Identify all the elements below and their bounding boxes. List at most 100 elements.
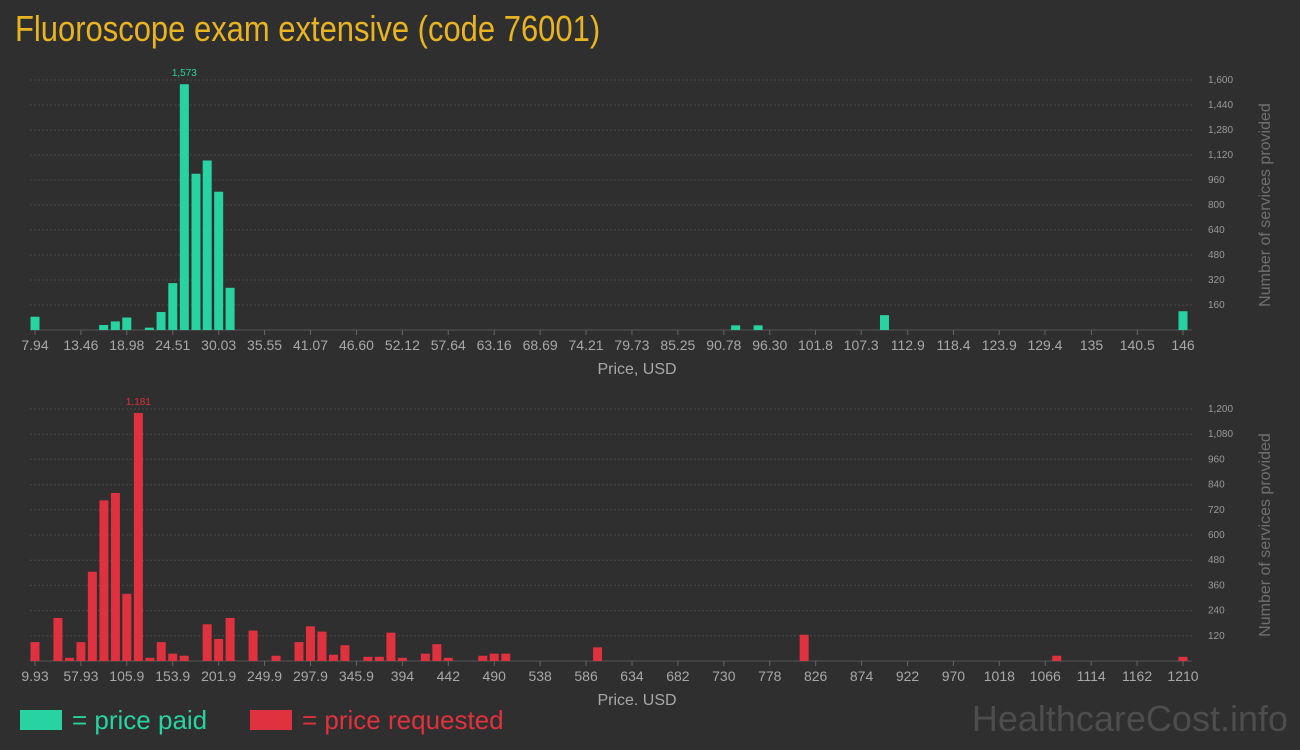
chart1-bar bbox=[1178, 311, 1188, 330]
chart2-xtick-label: 249.9 bbox=[247, 668, 282, 684]
chart2-bar bbox=[340, 645, 350, 661]
chart2-bar bbox=[432, 644, 442, 661]
chart2-bar bbox=[305, 626, 315, 661]
chart1-xtick-label: 18.98 bbox=[109, 337, 144, 353]
chart2-bar bbox=[145, 657, 155, 661]
chart2-peak-label: 1,181 bbox=[126, 397, 151, 408]
chart1-bar bbox=[879, 315, 889, 330]
chart2-ytick-label: 240 bbox=[1208, 606, 1225, 617]
chart2-bar bbox=[202, 624, 212, 661]
chart2-bar bbox=[593, 647, 603, 661]
chart2-bar bbox=[87, 571, 97, 661]
chart1-xtick-label: 57.64 bbox=[431, 337, 466, 353]
chart1-bar bbox=[225, 287, 235, 330]
chart1-xtick-label: 90.78 bbox=[706, 337, 741, 353]
chart2-xtick-label: 538 bbox=[528, 668, 552, 684]
chart2-bar bbox=[122, 593, 132, 661]
chart1-ytick-label: 1,440 bbox=[1208, 100, 1233, 111]
chart2-xtick-label: 1162 bbox=[1122, 668, 1152, 684]
chart1-xtick-label: 52.12 bbox=[385, 337, 420, 353]
chart2-xtick-label: 1114 bbox=[1077, 668, 1106, 684]
chart2-ytick-label: 120 bbox=[1208, 631, 1225, 642]
chart2-bar bbox=[76, 642, 86, 661]
chart2-bar bbox=[248, 630, 258, 661]
chart1-bar bbox=[731, 325, 741, 330]
chart2-xtick-label: 874 bbox=[850, 668, 874, 684]
legend-price-requested: = price requested bbox=[250, 702, 504, 738]
chart1-xtick-label: 107.3 bbox=[844, 337, 879, 353]
chart2-bar bbox=[478, 655, 488, 661]
chart2-xtick-label: 922 bbox=[896, 668, 920, 684]
chart1-xtick-label: 118.4 bbox=[936, 337, 970, 353]
chart1-ytick-label: 800 bbox=[1208, 200, 1225, 211]
chart2-bar bbox=[271, 655, 281, 661]
chart2-bar bbox=[397, 657, 407, 661]
chart2-ytick-label: 1,080 bbox=[1208, 429, 1233, 440]
chart1-bar bbox=[110, 321, 120, 330]
chart1-xtick-label: 79.73 bbox=[614, 337, 649, 353]
chart1-xtick-label: 129.4 bbox=[1027, 337, 1062, 353]
chart1-xtick-label: 41.07 bbox=[293, 337, 328, 353]
chart1-bar bbox=[202, 160, 212, 330]
chart2-bar bbox=[179, 655, 189, 661]
chart2-bar bbox=[328, 654, 338, 661]
page-title: Fluoroscope exam extensive (code 76001) bbox=[15, 8, 601, 49]
chart2-yaxis-label: Number of services provided bbox=[1257, 433, 1274, 637]
chart2-bar bbox=[317, 631, 327, 661]
chart1-ytick-label: 1,280 bbox=[1208, 125, 1233, 136]
chart1-ytick-label: 960 bbox=[1208, 175, 1225, 186]
chart2-xtick-label: 57.93 bbox=[63, 668, 98, 684]
chart1-bar bbox=[179, 84, 189, 330]
chart1-xtick-label: 140.5 bbox=[1120, 337, 1155, 353]
chart2-bar bbox=[443, 657, 453, 661]
chart2-bar bbox=[30, 642, 40, 661]
price-requested-chart: 120 240 360 480 600 720 840 960 1,080 1,200 1,181 9… bbox=[21, 397, 1274, 705]
chart1-peak-label: 1,573 bbox=[172, 68, 197, 79]
chart2-ytick-label: 600 bbox=[1208, 530, 1225, 541]
chart2-bar bbox=[1052, 655, 1062, 661]
chart1-xtick-label: 24.51 bbox=[155, 337, 190, 353]
chart2-xtick-label: 826 bbox=[804, 668, 828, 684]
chart1-xtick-label: 13.46 bbox=[63, 337, 98, 353]
chart2-bar bbox=[363, 656, 373, 661]
chart2-xtick-label: 201.9 bbox=[201, 668, 236, 684]
chart1-xtick-label: 135 bbox=[1080, 337, 1104, 353]
chart2-xtick-label: 778 bbox=[758, 668, 782, 684]
legend-price-paid-label: = price paid bbox=[72, 704, 208, 735]
chart1-xtick-label: 46.60 bbox=[339, 337, 374, 353]
chart2-xtick-label: 345.9 bbox=[339, 668, 374, 684]
chart1-yaxis-label: Number of services provided bbox=[1257, 103, 1274, 307]
chart2-xtick-label: 1018 bbox=[984, 668, 1015, 684]
chart2-ytick-label: 480 bbox=[1208, 555, 1225, 566]
chart1-ytick-label: 480 bbox=[1208, 250, 1225, 261]
chart1-xtick-label: 68.69 bbox=[523, 337, 558, 353]
chart2-xtick-label: 490 bbox=[483, 668, 507, 684]
chart2-xtick-label: 442 bbox=[437, 668, 461, 684]
chart2-xtick-label: 1066 bbox=[1030, 668, 1061, 684]
watermark: HealthcareCost.info bbox=[971, 698, 1288, 739]
legend-price-requested-swatch bbox=[250, 710, 292, 730]
chart2-bar bbox=[799, 634, 809, 661]
chart2-bar bbox=[294, 642, 304, 661]
chart1-xtick-label: 30.03 bbox=[201, 337, 236, 353]
chart2-bar bbox=[156, 642, 166, 661]
chart1-bar bbox=[168, 283, 178, 330]
chart1-xtick-label: 112.9 bbox=[891, 337, 925, 353]
chart1-bar bbox=[30, 316, 40, 330]
chart2-ytick-label: 720 bbox=[1208, 505, 1225, 516]
legend-price-paid: = price paid bbox=[20, 702, 207, 738]
chart1-bar bbox=[144, 327, 154, 330]
chart2-xtick-label: 1210 bbox=[1167, 668, 1198, 684]
chart1-bar bbox=[191, 173, 201, 330]
chart1-xtick-label: 146 bbox=[1171, 337, 1195, 353]
chart2-ytick-label: 360 bbox=[1208, 580, 1225, 591]
chart2-ytick-label: 960 bbox=[1208, 454, 1225, 465]
chart1-bar bbox=[156, 312, 166, 330]
chart2-bar bbox=[374, 656, 384, 661]
chart1-bar bbox=[122, 317, 132, 330]
chart1-xtick-label: 101.8 bbox=[798, 337, 833, 353]
chart2-xtick-label: 970 bbox=[942, 668, 966, 684]
chart2-bar bbox=[110, 493, 120, 661]
chart2-xtick-label: 682 bbox=[666, 668, 690, 684]
chart2-xtick-label: 730 bbox=[712, 668, 736, 684]
